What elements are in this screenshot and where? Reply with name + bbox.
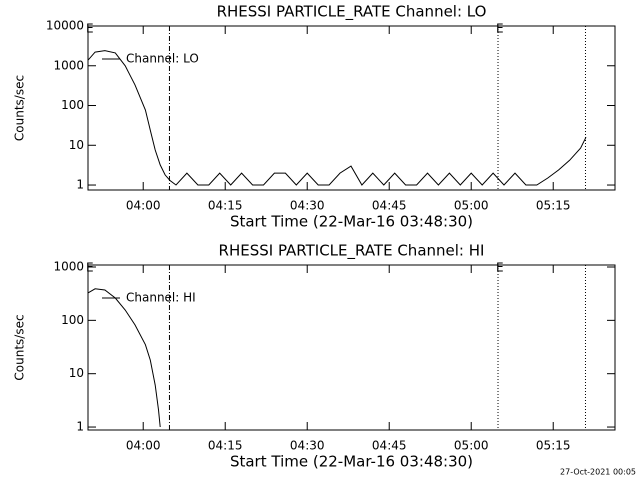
footer: 27-Oct-2021 00:05 <box>560 468 636 477</box>
x-tick-label: 05:00 <box>454 439 489 453</box>
y-tick-label: 10 <box>69 366 84 380</box>
x-tick-label: 04:15 <box>208 439 243 453</box>
x-axis-label: Start Time (22-Mar-16 03:48:30) <box>230 453 473 471</box>
x-tick-label: 04:00 <box>126 199 161 213</box>
data-line <box>88 50 587 186</box>
x-axis-label: Start Time (22-Mar-16 03:48:30) <box>230 213 473 231</box>
y-axis-label: Counts/sec <box>13 314 27 380</box>
y-tick-label: 1000 <box>53 58 84 72</box>
y-tick-label: 10 <box>69 138 84 152</box>
x-tick-label: 05:15 <box>536 439 571 453</box>
x-tick-label: 05:15 <box>536 199 571 213</box>
x-tick-label: 04:15 <box>208 199 243 213</box>
annotation: E <box>496 22 504 36</box>
chart-title: RHESSI PARTICLE_RATE Channel: LO <box>217 3 487 22</box>
chart-title: RHESSI PARTICLE_RATE Channel: HI <box>219 242 485 261</box>
y-tick-label: 1 <box>76 178 84 192</box>
y-tick-label: 100 <box>61 313 84 327</box>
annotation: E <box>496 261 504 275</box>
y-tick-label: 10000 <box>46 19 84 33</box>
plot-frame <box>87 25 616 191</box>
legend-label: Channel: HI <box>126 291 196 305</box>
x-tick-label: 05:00 <box>454 199 489 213</box>
y-tick-label: 100 <box>61 98 84 112</box>
x-tick-label: 04:30 <box>290 199 325 213</box>
legend-label: Channel: LO <box>126 52 199 66</box>
x-tick-label: 04:00 <box>126 439 161 453</box>
y-tick-label: 1000 <box>53 259 84 273</box>
y-tick-label: 1 <box>76 420 84 434</box>
x-tick-label: 04:45 <box>372 439 407 453</box>
annotation: E <box>86 22 94 36</box>
y-axis-label: Counts/sec <box>13 75 27 141</box>
x-tick-label: 04:30 <box>290 439 325 453</box>
x-tick-label: 04:45 <box>372 199 407 213</box>
data-line <box>88 288 161 428</box>
annotation: E <box>86 261 94 275</box>
plot-frame <box>87 264 616 431</box>
